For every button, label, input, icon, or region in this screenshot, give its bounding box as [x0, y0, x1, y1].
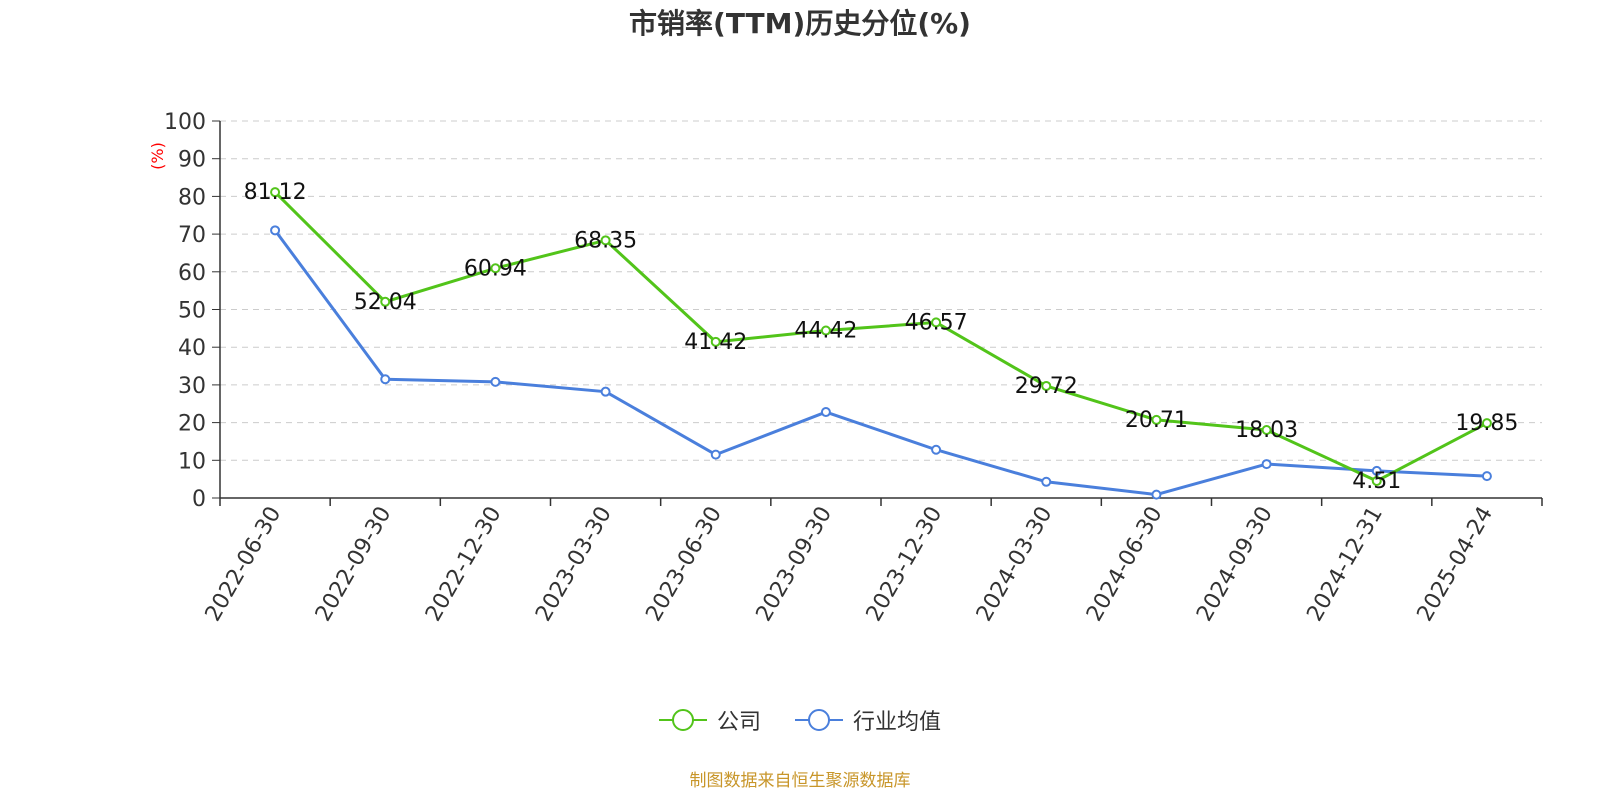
company-data-label: 46.57: [905, 310, 968, 335]
company-data-label: 19.85: [1455, 411, 1518, 436]
y-tick-label: 10: [178, 449, 206, 474]
data-source-note: 制图数据来自恒生聚源数据库: [689, 771, 911, 791]
y-tick-label: 60: [178, 261, 206, 286]
company-data-label: 18.03: [1235, 418, 1298, 443]
legend-industry-marker-icon: [795, 709, 843, 731]
company-point: [270, 187, 281, 198]
industry-point: [1041, 476, 1052, 487]
company-point: [600, 235, 611, 246]
y-tick-label: 30: [178, 374, 206, 399]
company-data-label: 52.04: [354, 290, 417, 315]
industry-point: [1481, 471, 1492, 482]
y-tick-label: 100: [164, 110, 206, 135]
company-data-label: 29.72: [1015, 374, 1078, 399]
x-tick-label: 2023-06-30: [641, 503, 727, 626]
company-point: [820, 325, 831, 336]
industry-point: [1261, 459, 1272, 470]
company-data-label: 20.71: [1125, 408, 1188, 433]
y-tick-label: 80: [178, 185, 206, 210]
y-tick-label: 40: [178, 336, 206, 361]
industry-point: [820, 407, 831, 418]
company-point: [931, 317, 942, 328]
company-point: [1041, 380, 1052, 391]
industry-point: [270, 225, 281, 236]
x-tick-label: 2024-03-30: [972, 503, 1058, 626]
legend-item-company[interactable]: 公司: [658, 704, 761, 736]
industry-point: [490, 376, 501, 387]
company-point: [710, 336, 721, 347]
legend-company-marker-icon: [658, 709, 707, 731]
company-data-label: 60.94: [464, 256, 527, 281]
industry-point: [710, 449, 721, 460]
legend-label-industry: 行业均值: [853, 710, 942, 735]
company-data-label: 44.42: [794, 319, 857, 344]
x-tick-label: 2024-12-31: [1302, 503, 1388, 626]
x-tick-label: 2023-03-30: [531, 503, 617, 626]
company-data-label: 81.12: [244, 180, 307, 205]
legend-label-company: 公司: [716, 710, 761, 735]
company-data-label: 68.35: [574, 228, 637, 253]
industry-point: [1371, 465, 1382, 476]
y-tick-label: 50: [178, 299, 206, 324]
company-point: [1261, 425, 1272, 436]
industry-point: [380, 374, 391, 385]
x-tick-label: 2022-06-30: [201, 503, 287, 626]
y-tick-label: 70: [178, 223, 206, 248]
company-data-label: 4.51: [1352, 469, 1401, 494]
x-tick-label: 2024-06-30: [1082, 503, 1168, 626]
company-point: [1481, 418, 1492, 429]
industry-series-line: [273, 229, 1487, 497]
x-tick-label: 2022-12-30: [421, 503, 507, 626]
company-point: [380, 296, 391, 307]
x-tick-label: 2025-04-24: [1413, 503, 1499, 626]
y-axis-label: (%): [148, 142, 167, 170]
company-series-line: [274, 191, 1488, 483]
line-chart: 0 10 20 30 40 50 60 70 80 90 100 (%) 2022-06-30 2022-…: [148, 110, 1543, 626]
x-tick-label: 2023-12-30: [862, 503, 948, 626]
industry-point: [1151, 489, 1162, 500]
company-point: [490, 263, 501, 274]
company-point: [1151, 414, 1162, 425]
legend-item-industry[interactable]: 行业均值: [795, 704, 941, 736]
x-tick-label: 2023-09-30: [752, 503, 838, 626]
company-point: [1371, 475, 1382, 486]
y-tick-label: 90: [178, 148, 206, 173]
company-data-label: 41.42: [684, 330, 747, 355]
y-tick-label: 0: [192, 487, 206, 512]
y-tick-label: 20: [178, 412, 206, 437]
legend: 公司 行业均值: [0, 704, 1600, 736]
chart-title: 市销率(TTM)历史分位(%): [629, 7, 971, 40]
industry-point: [600, 386, 611, 397]
x-tick-label: 2024-09-30: [1192, 503, 1278, 626]
x-tick-label: 2022-09-30: [311, 503, 397, 626]
industry-point: [931, 444, 942, 455]
